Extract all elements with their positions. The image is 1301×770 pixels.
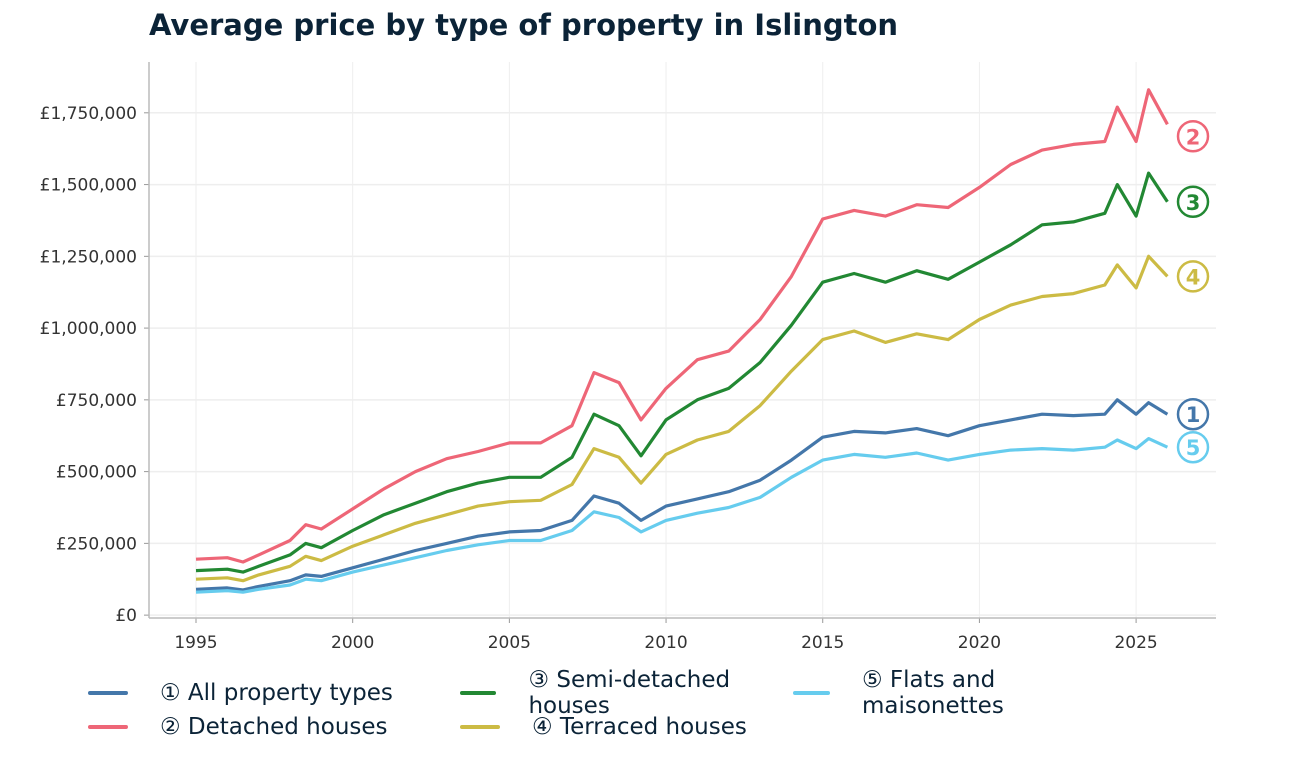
- legend-swatch: [88, 691, 128, 695]
- y-tick-label: £1,500,000: [40, 176, 137, 196]
- y-tick-label: £1,250,000: [40, 247, 137, 267]
- chart-title: Average price by type of property in Isl…: [149, 8, 899, 42]
- legend-swatch: [460, 691, 497, 695]
- end-label: 5: [1186, 436, 1201, 460]
- legend-label: ① All property types: [160, 680, 393, 706]
- end-label-circle: [1176, 260, 1210, 293]
- series-line: [195, 88, 1169, 564]
- legend-label: ④ Terraced houses: [532, 714, 747, 740]
- x-tick-label: 2010: [644, 633, 687, 653]
- x-tick-label: 2020: [958, 633, 1001, 653]
- legend-item: ③ Semi-detached houses: [460, 667, 793, 719]
- legend-item: ④ Terraced houses: [460, 712, 793, 742]
- end-label: 4: [1186, 265, 1201, 289]
- x-tick-label: 2015: [801, 633, 844, 653]
- legend-item: ⑤ Flats and maisonettes: [793, 667, 1123, 719]
- legend-label: ⑤ Flats and maisonettes: [861, 667, 1004, 719]
- end-label: 2: [1186, 125, 1201, 149]
- x-tick-label: 1995: [174, 633, 217, 653]
- y-tick-label: £1,000,000: [40, 319, 137, 339]
- end-label-circle: [1176, 120, 1210, 153]
- end-label-circle: [1176, 185, 1210, 219]
- end-label: 1: [1186, 403, 1201, 427]
- legend-item: ② Detached houses: [88, 712, 460, 742]
- end-label-circle: [1176, 397, 1210, 431]
- legend: ① All property types ③ Semi-detached hous…: [88, 667, 1123, 742]
- y-tick-label: £0: [115, 606, 137, 626]
- legend-item: ① All property types: [88, 678, 460, 708]
- legend-swatch: [460, 725, 500, 729]
- end-label: 3: [1186, 191, 1201, 215]
- y-tick-label: £750,000: [56, 391, 137, 411]
- y-tick-label: £500,000: [56, 463, 137, 483]
- y-tick-label: £250,000: [56, 534, 137, 554]
- y-tick-label: £1,750,000: [40, 104, 137, 124]
- legend-swatch: [88, 725, 128, 729]
- x-tick-label: 2005: [488, 633, 531, 653]
- series-line: [195, 398, 1169, 592]
- legend-swatch: [793, 691, 830, 695]
- x-tick-label: 2000: [331, 633, 374, 653]
- end-label-circle: [1176, 430, 1210, 464]
- series-line: [195, 254, 1169, 583]
- legend-label: ② Detached houses: [160, 714, 388, 740]
- legend-label: ③ Semi-detached houses: [528, 667, 731, 719]
- series-line: [195, 171, 1169, 574]
- series-line: [195, 437, 1169, 594]
- x-tick-label: 2025: [1114, 633, 1157, 653]
